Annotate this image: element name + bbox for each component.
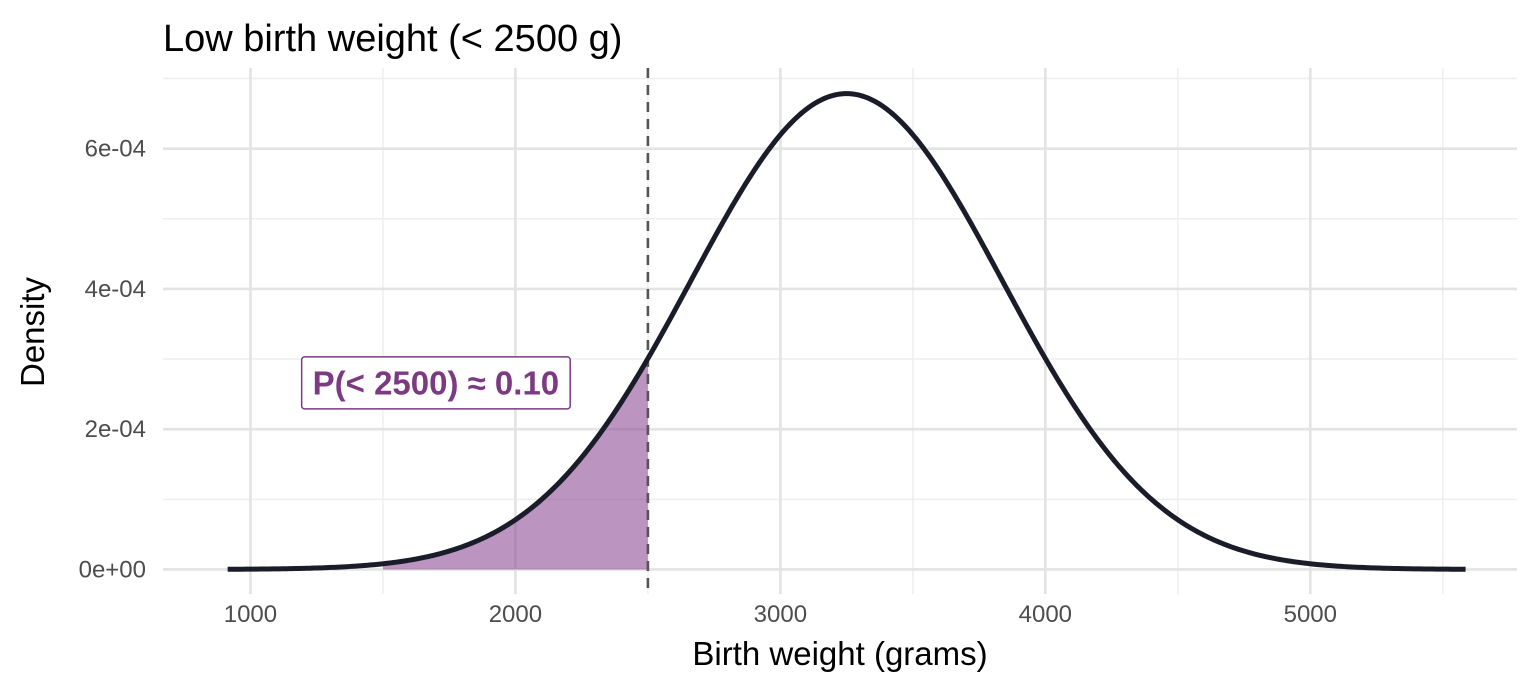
y-tick-label: 2e-04 — [85, 416, 146, 443]
x-tick-label: 5000 — [1284, 601, 1337, 628]
x-axis-ticks: 1000 2000 3000 4000 5000 — [224, 601, 1337, 628]
y-tick-label: 6e-04 — [85, 136, 146, 163]
x-tick-label: 4000 — [1019, 601, 1072, 628]
y-axis-ticks: 0e+00 2e-04 4e-04 6e-04 — [79, 136, 146, 584]
shaded-area-below-2500 — [382, 358, 648, 570]
chart-title: Low birth weight (< 2500 g) — [163, 18, 622, 60]
x-tick-label: 3000 — [754, 601, 807, 628]
y-tick-label: 0e+00 — [79, 556, 146, 583]
x-tick-label: 2000 — [489, 601, 542, 628]
probability-annotation: P(< 2500) ≈ 0.10 — [300, 356, 571, 410]
grid — [163, 68, 1517, 594]
x-axis-title: Birth weight (grams) — [692, 635, 987, 672]
y-axis-title: Density — [14, 276, 51, 387]
y-tick-label: 4e-04 — [85, 276, 146, 303]
annotation-label: P(< 2500) ≈ 0.10 — [313, 364, 560, 401]
annotation-box — [300, 356, 571, 410]
x-tick-label: 1000 — [224, 601, 277, 628]
density-curve — [227, 91, 1466, 572]
